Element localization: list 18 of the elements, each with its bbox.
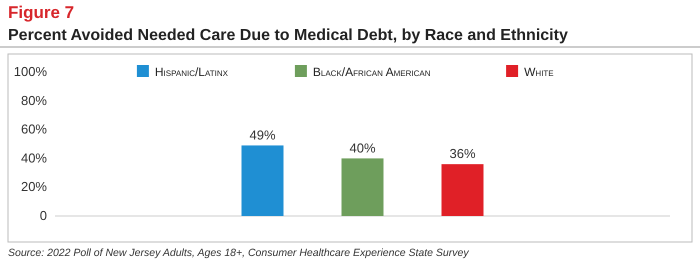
source-note: Source: 2022 Poll of New Jersey Adults, Ages 18+, Consumer Healthcare Experience State Survey bbox=[8, 247, 470, 259]
y-tick-label: 60% bbox=[20, 122, 48, 137]
legend-label: Hispanic/Latinx bbox=[154, 65, 229, 79]
y-tick-label: 0 bbox=[40, 208, 47, 223]
bar bbox=[242, 145, 284, 216]
bar bbox=[442, 164, 484, 216]
y-tick-label: 40% bbox=[20, 150, 48, 166]
legend-label: White bbox=[524, 65, 554, 79]
y-tick-label: 80% bbox=[20, 92, 48, 108]
chart-title: Figure 7 bbox=[8, 3, 74, 22]
text: 36% bbox=[449, 146, 476, 162]
chart-subtitle: Percent Avoided Needed Care Due to Medical Debt, by Race and Ethnicity bbox=[8, 27, 568, 44]
bar bbox=[342, 158, 384, 216]
y-tick-label: 100% bbox=[14, 64, 48, 79]
text: 49% bbox=[249, 127, 276, 142]
legend-label: Black/African American bbox=[312, 65, 431, 79]
y-tick-label: 20% bbox=[20, 179, 48, 194]
text: 40% bbox=[349, 140, 376, 156]
